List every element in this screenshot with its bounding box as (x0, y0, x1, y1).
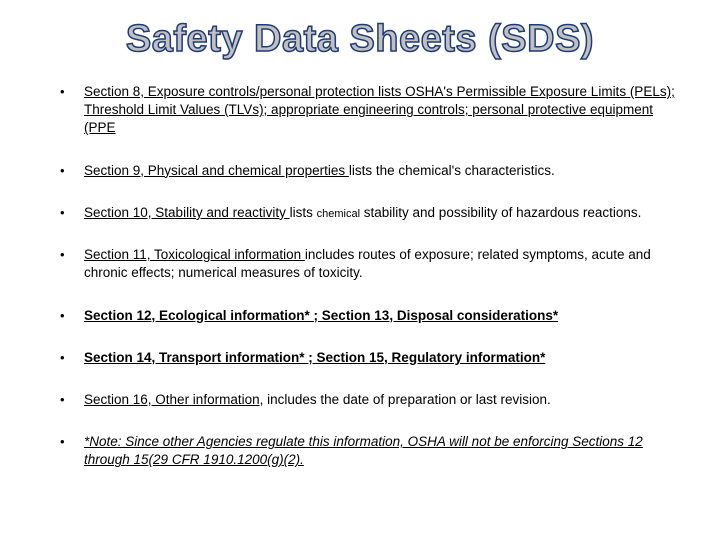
section-text: Section 10, Stability and reactivity (84, 205, 290, 220)
list-item: Section 10, Stability and reactivity lis… (60, 204, 680, 222)
section-text: Section 11, Toxicological information (84, 247, 305, 262)
section-desc: , includes the date of preparation or la… (260, 392, 551, 407)
section-text: Section 9, Physical and chemical propert… (84, 163, 349, 178)
section-desc: lists the chemical's characteristics. (349, 163, 555, 178)
list-item: *Note: Since other Agencies regulate thi… (60, 433, 680, 469)
list-item: Section 11, Toxicological information in… (60, 246, 680, 282)
note-text: *Note: Since other Agencies regulate thi… (84, 434, 643, 467)
list-item: Section 8, Exposure controls/personal pr… (60, 83, 680, 138)
section-desc-small: chemical (317, 208, 360, 220)
section-text: Section 16, Other information (84, 392, 260, 407)
list-item: Section 14, Transport information* ; Sec… (60, 349, 680, 367)
section-text: Section 8, Exposure controls/personal pr… (84, 84, 378, 99)
section-text: Section 14, Transport information* ; Sec… (84, 350, 545, 365)
list-item: Section 9, Physical and chemical propert… (60, 162, 680, 180)
section-desc-suffix: stability and possibility of hazardous r… (360, 205, 641, 220)
list-item: Section 16, Other information, includes … (60, 391, 680, 409)
section-text: Section 12, Ecological information* ; Se… (84, 308, 558, 323)
page-title: Safety Data Sheets (SDS) (40, 18, 680, 61)
section-desc-prefix: lists (290, 205, 317, 220)
bullet-list: Section 8, Exposure controls/personal pr… (40, 83, 680, 470)
list-item: Section 12, Ecological information* ; Se… (60, 307, 680, 325)
